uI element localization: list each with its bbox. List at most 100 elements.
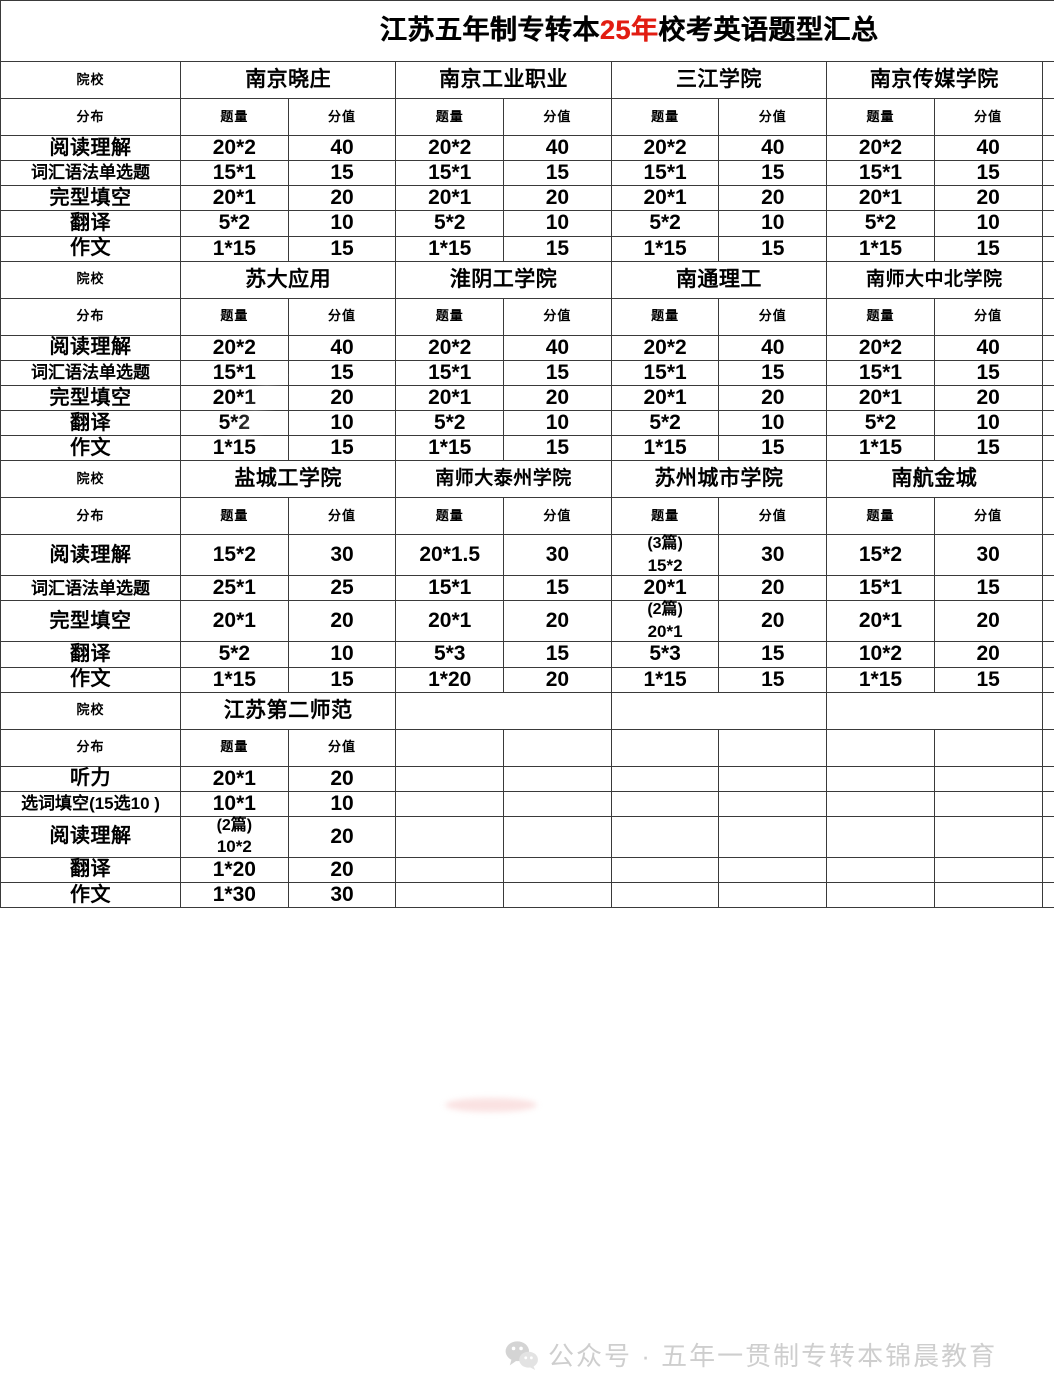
school-header-label: 院校 <box>0 691 181 730</box>
question-count-value: 20*2 <box>610 334 720 361</box>
table-row: 词汇语法单选题 25*1 25 15*1 15 20*1 20 15*1 15 <box>0 575 1054 602</box>
score-value: 20 <box>503 666 612 693</box>
question-count-value: 1*20 <box>395 666 505 693</box>
score-value: 40 <box>287 334 397 361</box>
empty-cell <box>1041 856 1054 884</box>
row-label: 作文 <box>0 235 181 262</box>
empty-cell <box>1041 815 1054 858</box>
question-count-value: 1*15 <box>826 666 935 693</box>
question-count-value: 5*2 <box>180 210 289 237</box>
score-value: 30 <box>287 882 397 909</box>
score-value: 10 <box>503 410 612 437</box>
empty-cell <box>1041 666 1054 693</box>
score-value: 20 <box>933 185 1043 212</box>
title-highlight: 25年 <box>599 15 659 46</box>
school-name: 苏州城市学院 <box>610 460 828 499</box>
count-header-label: 题量 <box>1041 297 1054 336</box>
question-count-value: 20*2 <box>1041 334 1054 361</box>
question-count-value: 5*2 <box>395 410 505 437</box>
question-count-value: 20*2 <box>180 134 289 162</box>
score-value: 15 <box>718 235 828 262</box>
question-count-value: 1*20 <box>180 856 289 884</box>
score-value: 20 <box>718 384 828 412</box>
school-header-label: 院校 <box>0 260 181 299</box>
empty-cell <box>395 728 505 767</box>
question-count-value: 20*2 <box>395 134 505 162</box>
score-value: 15 <box>718 666 828 693</box>
question-count-value: 20*1 <box>180 384 289 412</box>
distribution-header-label: 分布 <box>0 98 181 136</box>
question-count-value: 20*2 <box>180 334 289 361</box>
empty-cell <box>610 856 720 884</box>
score-value: 40 <box>718 134 828 162</box>
score-header-label: 分值 <box>933 297 1043 336</box>
empty-cell <box>503 790 612 817</box>
score-value: 25 <box>287 575 397 602</box>
title-prefix: 江苏五年制专转本 <box>379 15 600 46</box>
score-value: 15 <box>287 160 397 187</box>
title-row: 江苏五年制专转本25年校考英语题型汇总 <box>0 0 1054 62</box>
score-header-label: 分值 <box>718 297 828 336</box>
score-value: 10 <box>287 210 397 237</box>
empty-cell <box>826 856 935 884</box>
wechat-icon <box>505 1340 539 1370</box>
row-label: 词汇语法单选题 <box>0 575 181 602</box>
score-value: 40 <box>503 334 612 361</box>
score-value: 10 <box>933 210 1043 237</box>
count-header-label: 题量 <box>180 728 289 767</box>
score-header-label: 分值 <box>287 728 397 767</box>
question-count-value: 20*1 <box>395 600 505 643</box>
score-value: 20 <box>287 185 397 212</box>
question-count-value: 1*15 <box>826 435 935 462</box>
question-count-value: 20*1 <box>826 384 935 412</box>
row-label: 词汇语法单选题 <box>0 160 181 187</box>
score-value: 20 <box>933 600 1043 643</box>
score-value: 15 <box>503 575 612 602</box>
score-value: 10 <box>718 210 828 237</box>
score-value: 15 <box>933 359 1043 386</box>
empty-cell <box>395 815 505 858</box>
score-value: 40 <box>933 134 1043 162</box>
empty-cell <box>1041 882 1054 909</box>
table-row: 选词填空(15选10 ) 10*1 10 <box>0 790 1054 817</box>
school-name: 南通理工 <box>610 260 828 299</box>
score-value: 20 <box>933 641 1043 668</box>
question-count-value: (2篇) 10*2 <box>180 815 289 858</box>
question-count-value: 5*2 <box>610 210 720 237</box>
question-count-value: 20*2 <box>826 334 935 361</box>
empty-cell <box>395 691 612 730</box>
empty-cell <box>933 815 1043 858</box>
question-count-value: 20*1 <box>826 185 935 212</box>
count-header-label: 题量 <box>180 297 289 336</box>
score-value: 15 <box>287 435 397 462</box>
empty-cell <box>1041 600 1054 643</box>
table-row: 作文 1*30 30 <box>0 882 1054 909</box>
subheader-row: 分布 题量 分值 题量 分值 题量 分值 题量 分值 <box>0 497 1054 536</box>
score-value: 20 <box>287 384 397 412</box>
score-header-label: 分值 <box>287 497 397 536</box>
question-count-value: (3篇) 15*2 <box>610 534 720 577</box>
row-label: 听力 <box>0 765 181 792</box>
table-row: 作文 1*15 15 1*20 20 1*15 15 1*15 15 <box>0 666 1054 693</box>
score-value: 15 <box>287 666 397 693</box>
table-row: 阅读理解 15*2 30 20*1.5 30 (3篇) 15*2 30 15*2 30 <box>0 534 1054 577</box>
question-count-value: 5*3 <box>395 641 505 668</box>
empty-cell <box>610 815 720 858</box>
row-label: 完型填空 <box>0 185 181 212</box>
school-header-row: 院校 盐城工学院 南师大泰州学院 苏州城市学院 南航金城 <box>0 460 1054 499</box>
score-value: 15 <box>503 359 612 386</box>
score-value: 20 <box>287 856 397 884</box>
empty-cell <box>718 815 828 858</box>
question-count-value: 5*2 <box>826 410 935 437</box>
row-label: 阅读理解 <box>0 815 181 858</box>
score-value: 10 <box>287 410 397 437</box>
question-count-value: 1*15 <box>395 235 505 262</box>
empty-cell <box>1041 534 1054 577</box>
empty-cell <box>1041 497 1054 536</box>
row-label: 完型填空 <box>0 384 181 412</box>
